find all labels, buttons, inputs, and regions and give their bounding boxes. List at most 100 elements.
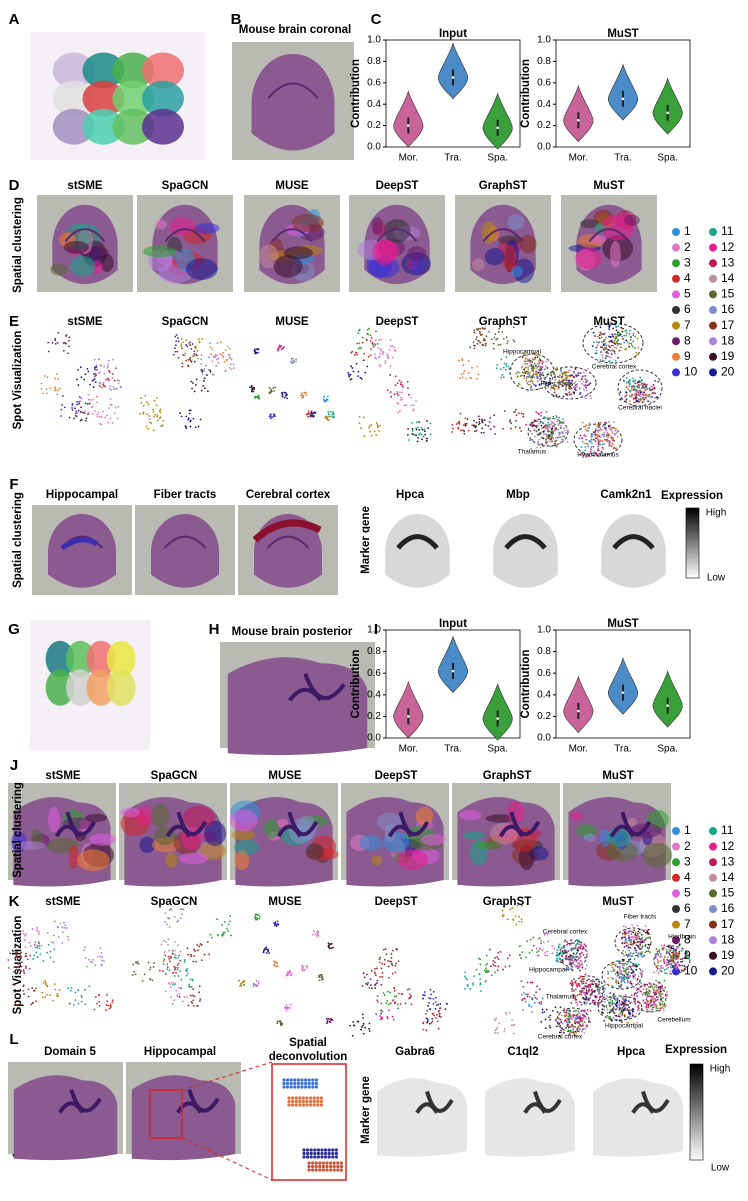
spot <box>203 380 205 382</box>
spot <box>591 979 594 981</box>
y-tick-label: 0.2 <box>537 711 551 722</box>
spot <box>568 943 571 946</box>
spot <box>644 943 647 946</box>
spot <box>38 945 40 947</box>
spot <box>204 387 206 390</box>
spot <box>307 1168 311 1172</box>
spot <box>603 421 606 424</box>
spot <box>307 415 309 418</box>
spot <box>644 925 647 928</box>
spot <box>660 1007 663 1009</box>
spot <box>177 956 180 959</box>
spot <box>596 433 598 436</box>
spot <box>425 1029 428 1032</box>
spot <box>502 337 505 340</box>
violin-title: Input <box>439 28 467 40</box>
spot <box>178 954 181 957</box>
image-title: Hippocampal <box>144 1046 216 1058</box>
legend-label: 19 <box>721 948 735 962</box>
spot <box>589 450 592 453</box>
cluster-region <box>502 245 517 271</box>
spot <box>200 354 203 357</box>
spot <box>223 360 226 363</box>
spot <box>332 1164 336 1169</box>
method-title: stSME <box>67 180 102 192</box>
spot <box>273 962 276 965</box>
spot <box>587 998 590 1001</box>
spot <box>665 968 668 970</box>
spot <box>298 1103 302 1107</box>
y-tick-label: 0.0 <box>537 142 551 153</box>
spot <box>481 427 484 430</box>
spot <box>643 389 646 392</box>
spot <box>623 969 626 972</box>
spot <box>363 352 366 355</box>
spot <box>528 375 531 377</box>
spot <box>662 1007 665 1010</box>
spot <box>78 396 81 398</box>
spot <box>603 340 605 343</box>
image-title: Cerebral cortex <box>246 489 331 501</box>
spot <box>515 414 518 416</box>
legend-dot <box>709 259 717 268</box>
spot <box>669 944 671 947</box>
spot <box>603 433 606 436</box>
spot <box>117 405 120 408</box>
spot <box>175 334 178 336</box>
spot <box>80 397 83 400</box>
spot <box>558 395 560 398</box>
spot <box>387 965 390 968</box>
spot <box>355 362 358 365</box>
spot <box>286 397 288 400</box>
spot <box>226 358 229 361</box>
spot <box>629 974 631 977</box>
spot <box>597 335 599 338</box>
spot <box>307 1078 311 1082</box>
spot <box>407 427 409 430</box>
spot <box>461 359 463 362</box>
expression <box>396 534 439 550</box>
spot <box>658 1009 661 1012</box>
spot <box>109 417 112 420</box>
spot <box>561 1022 564 1025</box>
method-title: GraphST <box>483 896 532 908</box>
spot <box>481 327 484 329</box>
spot <box>603 996 605 999</box>
spot <box>653 985 656 988</box>
spot <box>528 365 531 368</box>
method-title: MUSE <box>275 316 309 328</box>
spot <box>527 383 530 386</box>
spot <box>371 342 374 344</box>
spot <box>479 332 481 335</box>
spot <box>598 425 601 428</box>
spot <box>631 344 633 347</box>
spot <box>586 985 589 988</box>
spot <box>639 952 642 954</box>
spot <box>640 383 643 386</box>
spot <box>561 959 564 962</box>
spot <box>269 415 272 418</box>
spot <box>476 342 479 345</box>
spot <box>190 1000 193 1003</box>
spot <box>36 944 39 947</box>
spot <box>551 421 554 424</box>
spot <box>520 430 523 432</box>
spot <box>384 948 387 950</box>
spot <box>475 429 478 432</box>
spot <box>551 444 554 447</box>
spot <box>616 336 618 338</box>
spot <box>640 955 643 958</box>
spot <box>496 364 499 366</box>
spot <box>613 346 616 349</box>
spot <box>574 953 577 956</box>
spot <box>529 383 531 386</box>
spot <box>316 1099 320 1104</box>
spot <box>650 995 653 998</box>
spot <box>429 433 432 436</box>
spot <box>563 435 566 438</box>
spot <box>209 371 212 373</box>
spot <box>659 953 662 955</box>
spot <box>348 375 351 378</box>
spot <box>625 329 628 332</box>
spot <box>287 1103 291 1107</box>
